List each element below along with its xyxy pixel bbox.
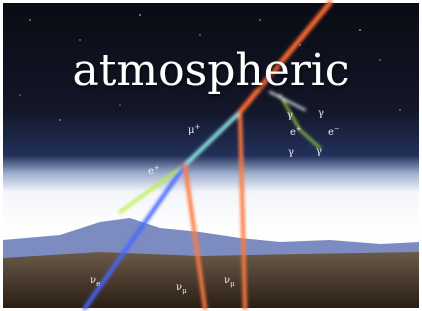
label-base: γ bbox=[288, 147, 294, 158]
particle-label: γ bbox=[318, 108, 324, 119]
particle-label: γ bbox=[288, 147, 294, 158]
particle-label: γ bbox=[287, 110, 293, 121]
label-sub: μ bbox=[182, 287, 187, 295]
label-sup: + bbox=[154, 164, 160, 172]
label-sup: − bbox=[334, 125, 340, 133]
label-sup: + bbox=[195, 123, 201, 131]
title: atmospheric bbox=[73, 45, 350, 96]
label-sup: + bbox=[296, 125, 302, 133]
image: atmospheric μ+e+νeνμνμγγe+e−γγ bbox=[0, 0, 422, 311]
label-base: γ bbox=[318, 108, 324, 119]
label-sub: μ bbox=[230, 280, 235, 288]
label-sub: e bbox=[96, 280, 100, 288]
page: atmospheric μ+e+νeνμνμγγe+e−γγ (() => { … bbox=[0, 0, 422, 311]
label-base: γ bbox=[287, 110, 293, 121]
label-base: γ bbox=[316, 146, 322, 157]
particle-label: γ bbox=[316, 146, 322, 157]
